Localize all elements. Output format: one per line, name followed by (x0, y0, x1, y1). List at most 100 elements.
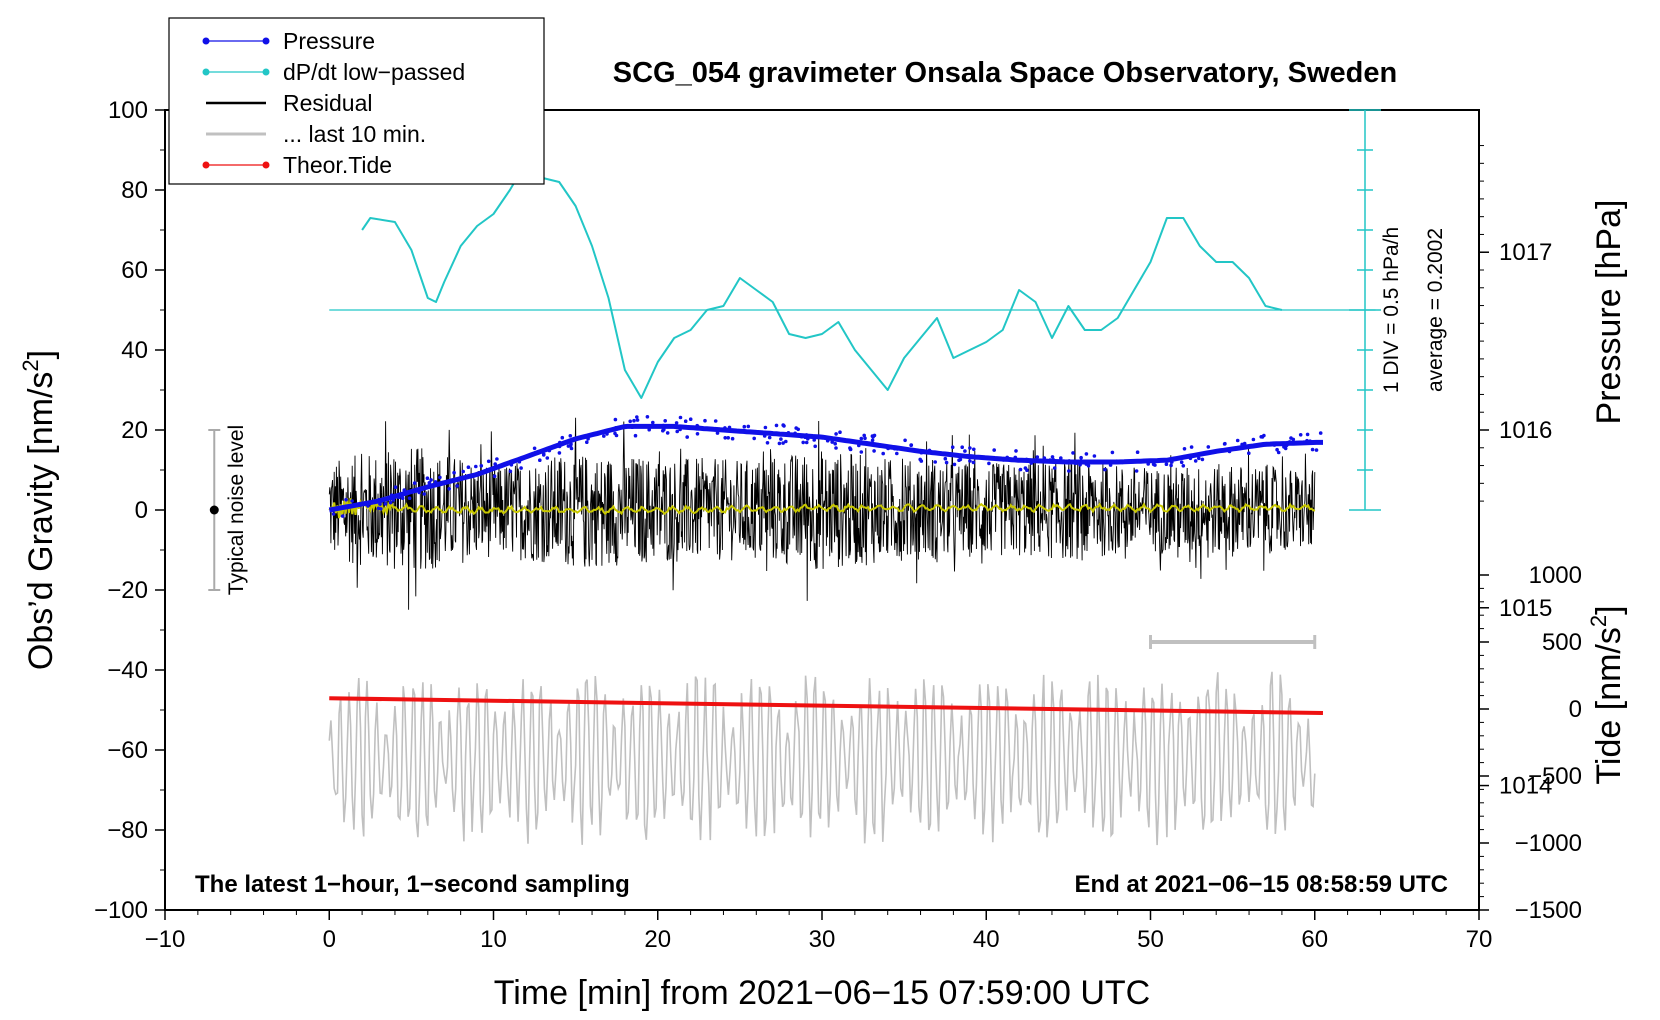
pressure-point (568, 434, 573, 438)
y-tick-label: −60 (107, 737, 148, 764)
x-tick-label: 50 (1137, 926, 1164, 953)
pressure-point (533, 451, 537, 455)
pressure-point (379, 507, 383, 511)
pressure-point (933, 460, 937, 464)
y-tick-label: 0 (135, 497, 148, 524)
x-tick-label: 10 (480, 926, 507, 953)
pressure-point (870, 438, 875, 443)
dpdt-div-label: 1 DIV = 0.5 hPa/h (1380, 227, 1403, 393)
pressure-point (1275, 447, 1279, 452)
pressure-point (1014, 449, 1018, 453)
pressure-point (1110, 450, 1115, 455)
annotation-left: The latest 1−hour, 1−second sampling (195, 871, 630, 898)
pressure-point (895, 447, 900, 451)
pressure-point (495, 457, 499, 461)
pressure-point (331, 512, 336, 516)
pressure-point (1050, 455, 1055, 459)
pressure-point (992, 448, 996, 452)
pressure-point (390, 493, 394, 498)
pressure-point (1084, 452, 1089, 456)
pressure-point (859, 436, 864, 441)
pressure-point (633, 433, 638, 438)
pressure-point (830, 440, 834, 444)
pressure-point (1059, 456, 1063, 460)
pressure-point (987, 461, 991, 466)
pressure-point (613, 417, 618, 422)
legend-marker-pressure-end (262, 37, 270, 45)
pressure-point (1279, 441, 1283, 446)
tide-line (329, 696, 1323, 716)
pressure-point (402, 488, 407, 492)
pressure-point (909, 443, 913, 448)
pressure-point (1182, 454, 1187, 459)
tide-tick-label: −500 (1528, 763, 1582, 790)
pressure-point (661, 423, 666, 428)
pressure-point (834, 432, 838, 436)
x-tick-label: 60 (1301, 926, 1328, 953)
pressure-point (378, 502, 382, 506)
pressure-point (422, 492, 427, 496)
pressure-point (663, 419, 667, 423)
pressure-point (452, 470, 456, 475)
pressure-point (332, 508, 336, 512)
tide-axis-title-main: Tide [nm/s (1590, 627, 1628, 784)
pressure-point (799, 434, 804, 439)
pressure-point (886, 446, 890, 451)
pressure-point (903, 438, 907, 443)
pressure-point (1283, 446, 1288, 451)
pressure-point (509, 463, 514, 467)
x-tick-label: 70 (1466, 926, 1493, 953)
legend-marker-pressure (202, 37, 210, 45)
pressure-point (1023, 466, 1028, 470)
pressure-point (968, 446, 972, 450)
pressure-point (558, 440, 562, 445)
legend-label-tide: Theor.Tide (283, 152, 392, 178)
pressure-point (918, 457, 922, 462)
pressure-point (665, 431, 670, 435)
pressure-point (727, 425, 732, 430)
pressure-point (447, 487, 452, 491)
pressure-point (804, 440, 809, 445)
pressure-point (602, 434, 606, 438)
pressure-point (1051, 458, 1056, 462)
pressure-point (377, 498, 381, 502)
pressure-point (1314, 448, 1319, 452)
pressure-point (614, 433, 619, 438)
pressure-point (1251, 437, 1256, 442)
pressure-point (1120, 460, 1125, 465)
pressure-point (1227, 449, 1232, 454)
legend-entry-last10: ... last 10 min. (206, 121, 426, 147)
pressure-point (391, 498, 396, 502)
pressure-point (1035, 455, 1040, 459)
y-tick-label: 60 (121, 257, 148, 284)
pressure-tick-label: 1014 (1499, 773, 1552, 800)
pressure-point (779, 437, 783, 441)
pressure-point (674, 421, 679, 425)
pressure-point (1287, 440, 1292, 444)
tide-axis-title-sup: 2 (1586, 615, 1611, 627)
pressure-point (746, 424, 751, 429)
pressure-point (438, 475, 442, 480)
pressure-point (350, 499, 354, 503)
x-tick-label: 40 (973, 926, 1000, 953)
pressure-point (519, 466, 523, 470)
y-tick-label: 20 (121, 417, 148, 444)
dpdt-line (361, 161, 1283, 399)
pressure-point (400, 496, 405, 501)
pressure-point (863, 436, 867, 441)
pressure-point (895, 451, 899, 456)
pressure-point (784, 439, 788, 444)
legend-entry-tide: Theor.Tide (202, 152, 392, 178)
pressure-point (765, 441, 770, 445)
pressure-point (366, 504, 370, 508)
pressure-point (950, 445, 955, 450)
pressure-point (635, 418, 640, 422)
pressure-point (1223, 441, 1227, 446)
pressure-point (1103, 467, 1107, 472)
pressure-point (474, 464, 478, 469)
pressure-point (429, 478, 433, 482)
pressure-point (1146, 462, 1150, 466)
pressure-point (972, 447, 976, 452)
pressure-point (1179, 460, 1184, 465)
